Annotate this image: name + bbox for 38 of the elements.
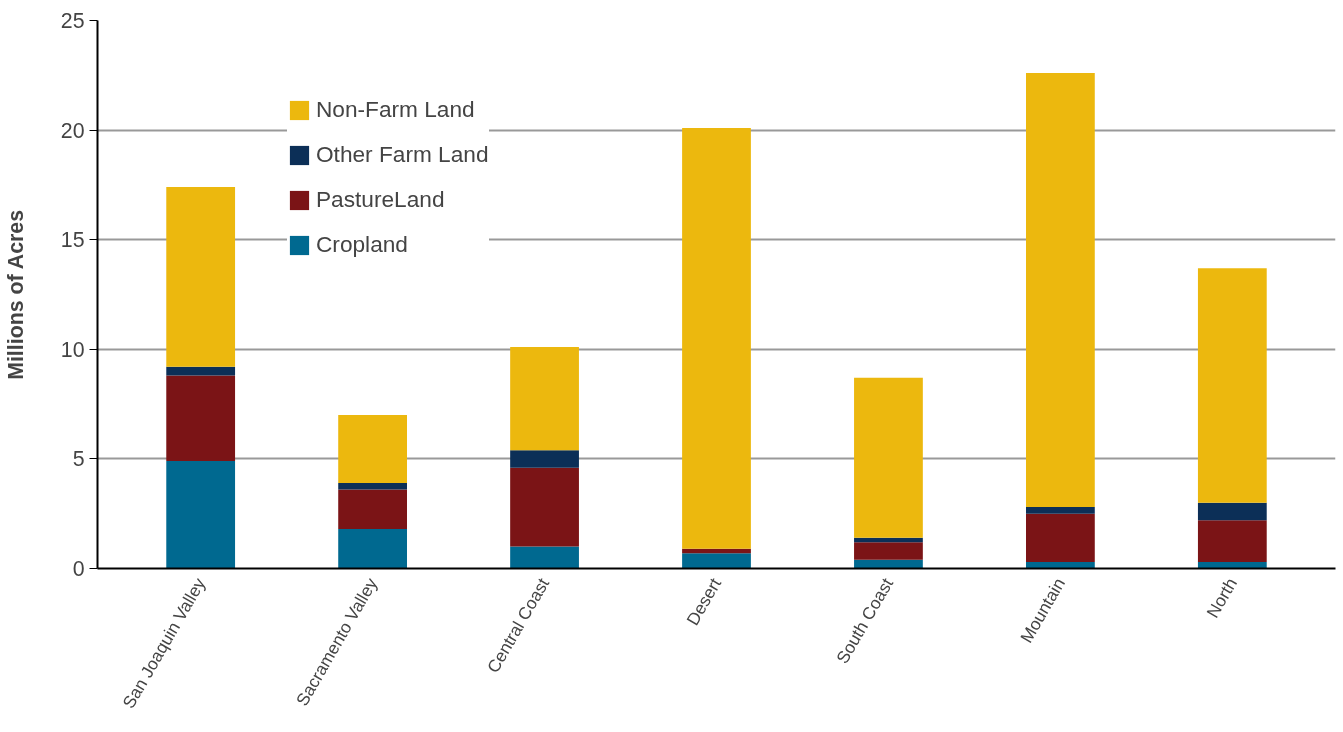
bar xyxy=(166,375,236,462)
legend-label: Cropland xyxy=(316,231,408,258)
bar xyxy=(166,187,236,367)
bar xyxy=(338,415,407,484)
bar xyxy=(1197,520,1267,562)
bar xyxy=(1197,502,1267,521)
y-axis-title: Millions of Acres xyxy=(3,209,28,380)
bar xyxy=(854,559,923,569)
bar xyxy=(510,450,579,468)
bar xyxy=(338,483,407,490)
bar xyxy=(682,127,751,549)
legend-label: PastureLand xyxy=(316,186,445,213)
bar xyxy=(338,489,407,530)
bar xyxy=(854,542,923,560)
y-tick-label: 25 xyxy=(60,9,85,33)
bar xyxy=(1026,73,1095,508)
bar xyxy=(682,553,751,569)
bar xyxy=(338,529,407,569)
y-tick-label: 5 xyxy=(72,447,85,472)
bar xyxy=(166,461,236,569)
bar xyxy=(166,366,236,376)
y-tick-label: 10 xyxy=(60,337,85,362)
y-tick-label: 15 xyxy=(60,228,85,253)
legend-label: Other Farm Land xyxy=(316,141,489,168)
bar xyxy=(854,377,923,538)
bar xyxy=(510,546,579,569)
bar xyxy=(510,467,579,547)
y-tick-label: 20 xyxy=(60,118,85,143)
bar xyxy=(1197,561,1267,569)
bar xyxy=(854,537,923,543)
bar xyxy=(682,548,751,554)
bar xyxy=(1026,507,1095,514)
legend-label: Non-Farm Land xyxy=(316,96,475,123)
bar xyxy=(1197,268,1267,503)
bar xyxy=(1026,513,1095,562)
bar xyxy=(1026,561,1095,569)
y-tick-label: 0 xyxy=(72,557,85,581)
bar xyxy=(510,347,579,451)
